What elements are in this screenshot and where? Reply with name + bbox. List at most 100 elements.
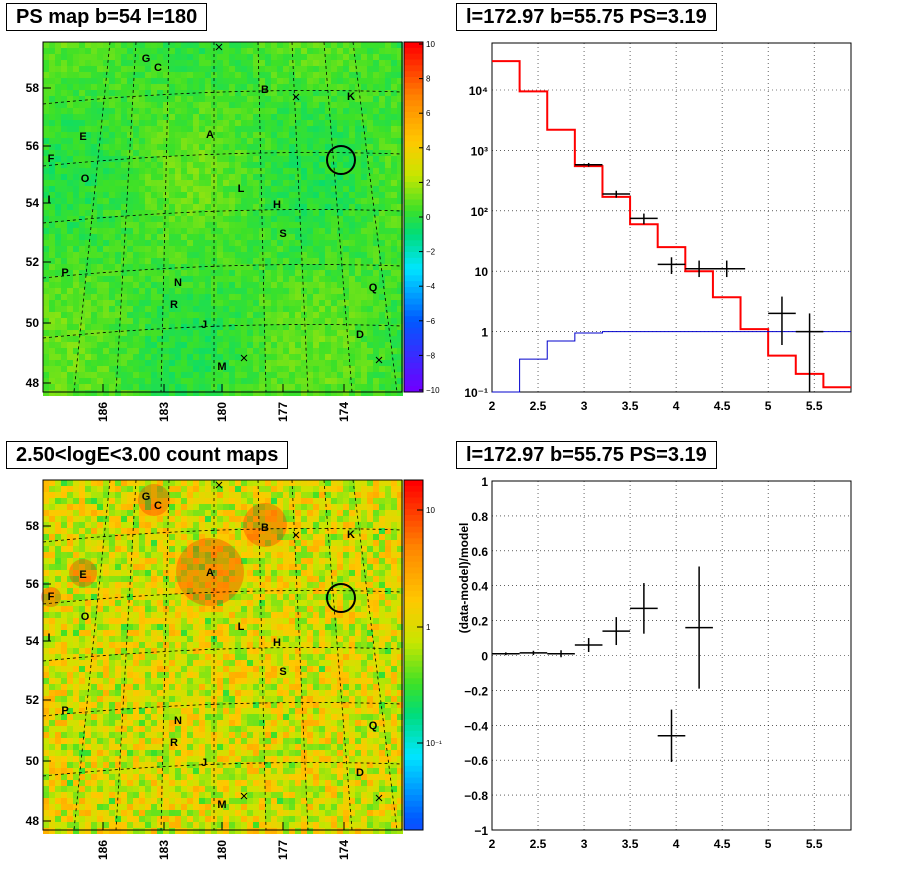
source-label: G [142,53,151,65]
colorbar-tick-label: −4 [426,282,436,291]
source-label: K [347,529,355,541]
source-label: F [48,153,55,165]
x-marker [375,794,383,802]
colorbar-tick-label: −10 [426,386,440,395]
residual-y-tick-label: 0.6 [471,545,488,559]
colorbar-tick-label: 0 [426,213,431,222]
colorbar-tick-label: 2 [426,178,431,187]
map-x-tick-label: 180 [215,402,229,422]
colorbar-tick-label: −6 [426,317,436,326]
source-label: N [174,277,182,289]
colorbar-tick-label: 4 [426,144,431,153]
spectrum-y-tick-label: 10² [471,205,488,219]
colorbar-tick-label: 8 [426,75,431,84]
map-x-tick-label: 174 [337,402,351,422]
source-label: B [261,84,269,96]
source-label: I [47,194,50,206]
x-marker [215,43,223,51]
residual-y-tick-label: −0.6 [464,754,488,768]
residual-x-tick-label: 4 [673,837,680,851]
map-y-tick-label: 54 [26,634,40,648]
source-label: L [238,183,245,195]
candidate-circle [326,583,356,613]
x-marker [240,354,248,362]
map-y-tick-label: 48 [26,376,40,390]
map-graticule-0 [42,41,403,393]
map-y-tick-label: 58 [26,519,40,533]
source-label: A [206,567,214,579]
spectrum-title: l=172.97 b=55.75 PS=3.19 [456,3,717,31]
spectrum-x-tick-label: 4.5 [714,399,731,413]
spectrum-x-tick-label: 5 [765,399,772,413]
source-label: F [48,591,55,603]
source-label: M [217,361,226,373]
map-x-tick-label: 174 [337,840,351,860]
map-y-tick-label: 48 [26,814,40,828]
source-label: H [273,199,281,211]
map-x-tick-label: 183 [157,402,171,422]
colorbar-tick-label: −2 [426,248,436,257]
residual-x-tick-label: 5 [765,837,772,851]
map-x-tick-label: 180 [215,840,229,860]
x-marker [215,481,223,489]
colorbar-1: 10 1 10⁻¹ [403,479,442,831]
sky-map-1: 186 183 180 177 174 58 56 54 52 50 48 GC B K E A F O L H I S P… [26,479,442,860]
source-label: G [142,491,151,503]
x-marker [292,93,300,101]
map-x-tick-label: 177 [276,840,290,860]
source-label: E [79,569,86,581]
colorbar-tick-label: 10⁻¹ [426,739,442,748]
spectrum-x-tick-label: 4 [673,399,680,413]
residual-x-tick-label: 2.5 [530,837,547,851]
spectrum-plot: 2 2.5 3 3.5 4 4.5 5 5.5 10⁻¹ 1 10 10² 10³ 10⁴ [464,42,852,413]
colorbar-0: 10 8 6 4 2 0 −2 −4 −6 −8 −10 [403,40,440,395]
spectrum-x-tick-label: 2 [489,399,496,413]
x-marker [240,792,248,800]
spectrum-y-tick-label: 10 [475,265,489,279]
colorbar-tick-label: −8 [426,351,436,360]
residual-y-tick-label: 1 [481,475,488,489]
map-x-tick-label: 183 [157,840,171,860]
source-label: D [356,329,364,341]
source-label: L [238,621,245,633]
residual-y-tick-label: −0.2 [464,684,488,698]
source-label: I [47,632,50,644]
residual-y-tick-label: 0.4 [471,580,488,594]
spectrum-y-tick-label: 10⁴ [469,84,488,98]
source-label: S [279,228,286,240]
colorbar-tick-label: 10 [426,506,435,515]
source-label: D [356,767,364,779]
source-label: P [61,267,68,279]
source-label: C [154,62,162,74]
residual-title: l=172.97 b=55.75 PS=3.19 [456,441,717,469]
map-y-tick-label: 52 [26,255,40,269]
model-histogram [492,60,851,389]
residual-y-tick-label: −0.8 [464,789,488,803]
spectrum-x-tick-label: 3.5 [622,399,639,413]
map-y-tick-label: 50 [26,316,40,330]
source-label: B [261,522,269,534]
spectrum-y-tick-label: 1 [481,326,488,340]
x-marker [375,356,383,364]
source-label: Q [369,720,378,732]
source-label: Q [369,282,378,294]
residual-x-tick-label: 3 [581,837,588,851]
residual-y-tick-label: 0.8 [471,510,488,524]
map-y-tick-label: 56 [26,577,40,591]
map-graticule-1 [42,479,403,831]
top-map-title: PS map b=54 l=180 [6,3,208,31]
candidate-circle [326,145,356,175]
residual-x-tick-label: 2 [489,837,496,851]
map-x-tick-label: 186 [96,402,110,422]
source-label: K [347,91,355,103]
map-y-tick-label: 52 [26,693,40,707]
colorbar-tick-label: 6 [426,109,431,118]
residual-y-tick-label: 0.2 [471,615,488,629]
residual-x-tick-label: 5.5 [806,837,823,851]
map-y-tick-label: 54 [26,196,40,210]
map-x-tick-label: 177 [276,402,290,422]
spectrum-x-tick-label: 5.5 [806,399,823,413]
source-label: H [273,637,281,649]
